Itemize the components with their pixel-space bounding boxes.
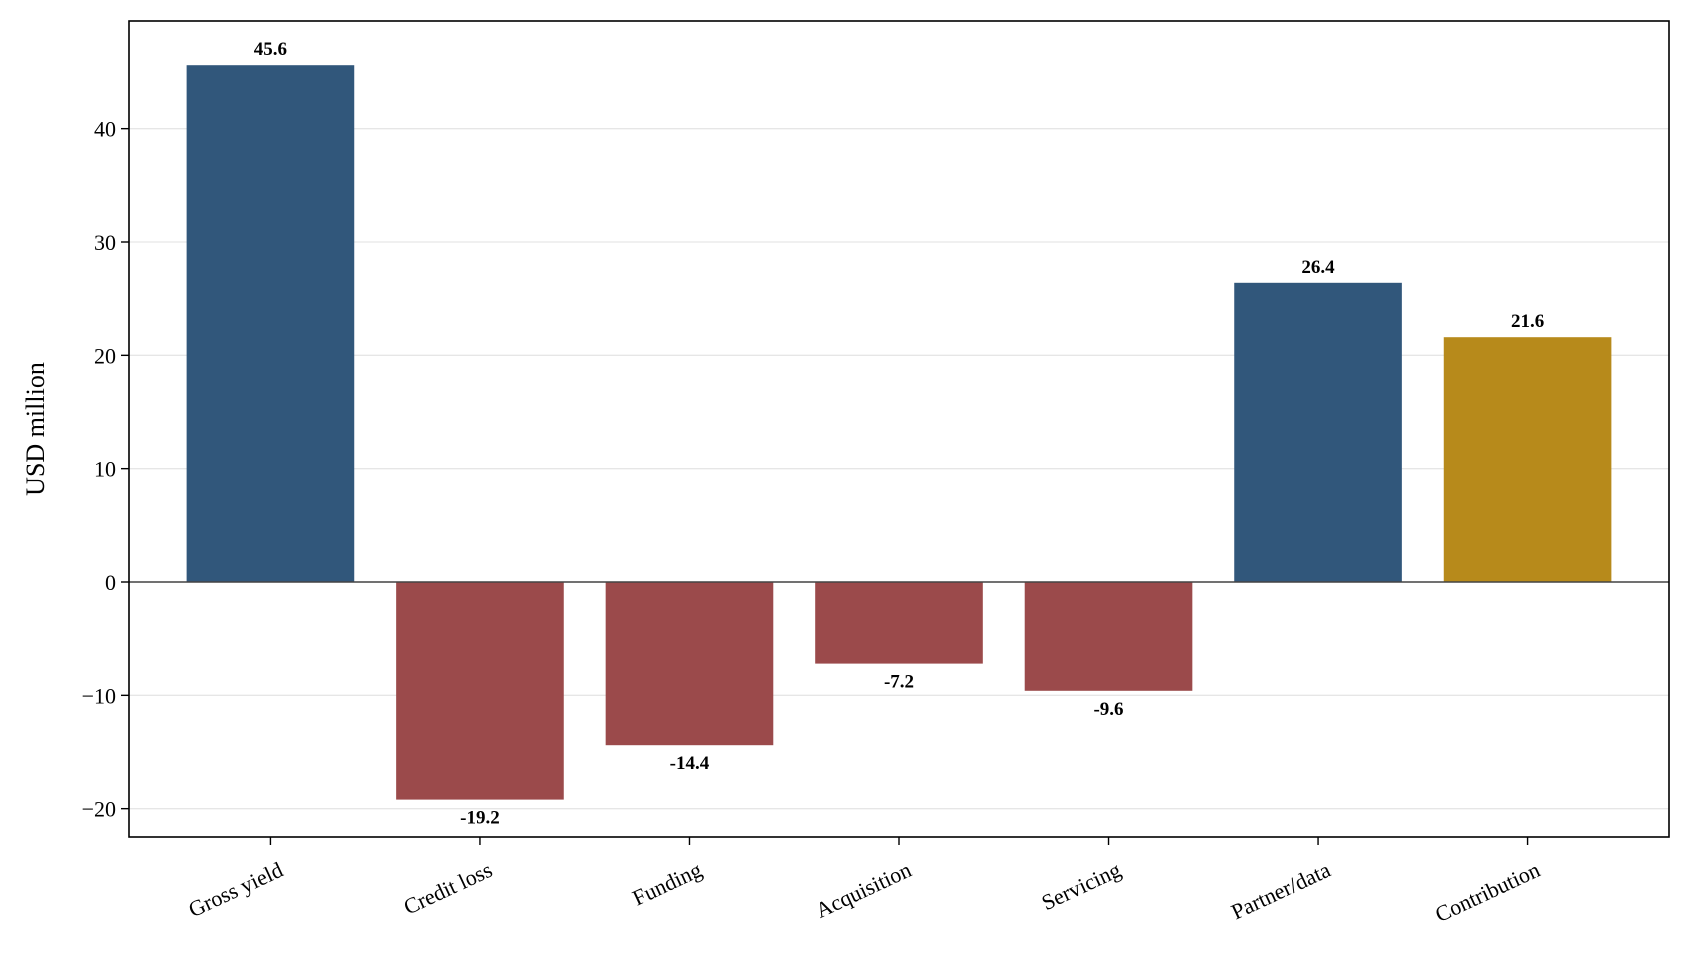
data-label: -9.6 [1093,699,1123,720]
bars [186,65,1612,800]
data-labels: 45.6 -19.2 -14.4 -7.2 -9.6 26.4 21.6 [254,39,1544,828]
plot-frame [128,20,1670,838]
gridlines [129,128,1669,810]
y-tick-label: 20 [94,343,116,368]
x-axis: Gross yield Credit loss Funding Acquisition… [185,837,1544,927]
data-label: 26.4 [1301,257,1335,278]
y-tick-label: −10 [82,683,116,708]
x-tick-label: Gross yield [185,857,287,922]
y-tick-label: 40 [94,117,116,142]
bar [396,582,564,800]
data-label: 21.6 [1511,311,1544,332]
bar [815,582,983,664]
bar [1443,337,1612,582]
bar [186,65,355,582]
y-tick-label: −20 [82,797,116,822]
data-label: -14.4 [670,753,710,774]
y-tick-label: 30 [94,230,116,255]
y-axis: −20 −10 0 10 20 30 40 [82,117,129,822]
bar [1234,282,1402,582]
x-tick-label: Contribution [1431,857,1543,927]
y-axis-title: USD million [21,362,50,496]
x-tick-label: Acquisition [811,857,915,923]
x-tick-label: Funding [629,857,706,911]
data-label: -19.2 [460,808,500,829]
bar [605,582,774,746]
y-tick-label: 0 [105,570,116,595]
x-tick-label: Servicing [1038,857,1125,915]
bar [1024,582,1193,691]
x-tick-label: Credit loss [400,857,496,920]
y-tick-label: 10 [94,457,116,482]
x-tick-label: Partner/data [1227,857,1334,925]
data-label: -7.2 [884,672,914,693]
data-label: 45.6 [254,39,287,60]
